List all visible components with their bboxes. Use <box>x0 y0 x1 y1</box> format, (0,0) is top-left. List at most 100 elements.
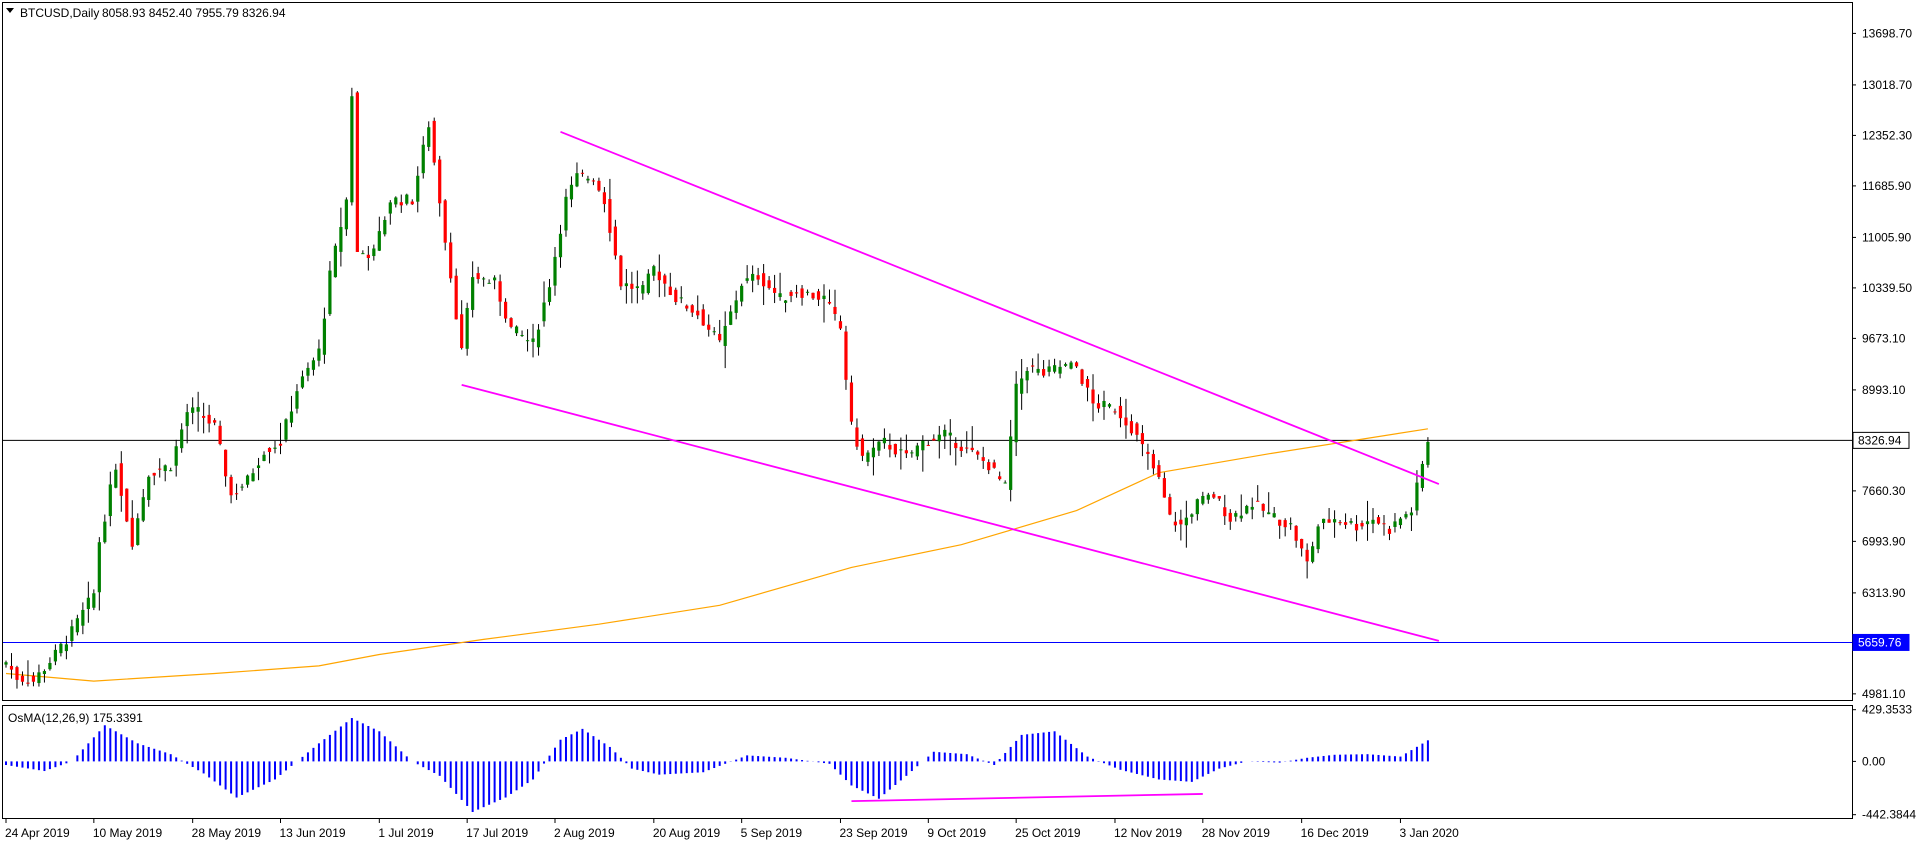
candle-body <box>1311 546 1315 562</box>
candle-body <box>487 282 491 284</box>
candle-body <box>1332 519 1337 523</box>
osma-tick-label: 429.3533 <box>1862 703 1912 717</box>
candle-body <box>932 438 936 441</box>
candle-body <box>1025 370 1029 381</box>
candle-body <box>9 665 14 670</box>
candle-body <box>910 452 914 454</box>
candlestick-series <box>4 87 1430 689</box>
candle-body <box>1020 378 1024 394</box>
x-tick-label: 20 Aug 2019 <box>653 826 721 840</box>
candle-body <box>234 493 239 495</box>
candle-body <box>207 414 211 424</box>
candle-body <box>1014 383 1018 443</box>
trendlines[interactable] <box>461 130 1440 642</box>
candle-body <box>394 197 398 205</box>
x-tick-label: 25 Oct 2019 <box>1015 826 1081 840</box>
candle-body <box>1278 519 1282 526</box>
support-price-tag-label: 5659.76 <box>1858 635 1902 649</box>
candle-body <box>180 429 184 449</box>
candle-body <box>119 463 123 496</box>
y-tick-label: 11005.90 <box>1862 230 1911 244</box>
time-axis: 24 Apr 2019 10 May 2019 28 May 2019 13 Jun … <box>5 818 1459 840</box>
candle-body <box>707 324 711 330</box>
candle-body <box>1409 512 1414 516</box>
candle-body <box>471 277 475 310</box>
x-tick-label: 16 Dec 2019 <box>1301 826 1369 840</box>
candle-body <box>816 291 821 300</box>
candle-body <box>169 470 173 472</box>
candle-body <box>657 271 661 281</box>
candle-body <box>685 305 689 309</box>
candle-body <box>877 441 881 451</box>
candle-body <box>844 331 848 380</box>
y-tick-label: 11685.90 <box>1862 179 1911 193</box>
candle-body <box>1085 379 1090 388</box>
candle-body <box>635 286 639 289</box>
divergence-line <box>851 793 1203 803</box>
candle-body <box>663 275 667 284</box>
candle-body <box>1063 364 1068 366</box>
candle-body <box>306 367 310 376</box>
candle-body <box>1157 465 1161 477</box>
candle-body <box>580 172 585 174</box>
x-tick-label: 17 Jul 2019 <box>466 826 528 840</box>
candle-body <box>1036 368 1040 373</box>
candle-body <box>152 472 156 476</box>
candle-body <box>1404 514 1408 518</box>
candle-body <box>1223 507 1227 517</box>
candle-body <box>1338 522 1342 524</box>
candle-body <box>827 301 832 304</box>
x-tick-label: 28 May 2019 <box>192 826 262 840</box>
candle-body <box>959 446 963 451</box>
candle-body <box>125 488 129 522</box>
candle-body <box>1250 506 1254 510</box>
y-tick-label: 10339.50 <box>1862 281 1912 295</box>
candle-body <box>245 475 250 485</box>
candle-body <box>1195 499 1199 515</box>
candle-body <box>509 318 513 327</box>
candle-body <box>240 486 244 488</box>
candle-body <box>915 445 919 457</box>
x-tick-label: 1 Jul 2019 <box>378 826 434 840</box>
candle-body <box>767 280 771 289</box>
candle-body <box>1354 523 1359 531</box>
candle-body <box>31 675 36 682</box>
candle-body <box>1113 411 1117 413</box>
candle-body <box>1261 503 1265 511</box>
y-tick-label: 7660.30 <box>1862 484 1906 498</box>
candle-body <box>542 302 546 322</box>
candle-body <box>333 245 337 278</box>
candle-body <box>251 473 255 482</box>
candle-body <box>405 194 409 204</box>
candle-body <box>218 425 222 445</box>
candle-body <box>1173 521 1177 526</box>
candle-body <box>970 447 974 451</box>
candle-body <box>838 321 843 329</box>
candle-body <box>15 667 19 680</box>
candle-body <box>976 451 980 455</box>
x-tick-label: 5 Sep 2019 <box>741 826 803 840</box>
candle-body <box>438 159 442 204</box>
candle-body <box>108 484 112 517</box>
symbol-label: BTCUSD,Daily <box>20 6 99 20</box>
candle-body <box>75 618 79 633</box>
candle-body <box>602 192 607 205</box>
osma-tick-label: 0.00 <box>1862 754 1886 768</box>
candle-body <box>267 447 272 452</box>
price-axis: 13698.70 13018.70 12352.30 11685.90 11005.90… <box>1852 26 1912 701</box>
candle-body <box>948 432 952 436</box>
symbol-dropdown-icon[interactable] <box>6 8 14 13</box>
candle-body <box>773 287 777 293</box>
candle-body <box>1190 514 1194 517</box>
candle-body <box>64 644 68 652</box>
candle-body <box>355 92 359 252</box>
candle-body <box>1168 497 1172 515</box>
x-tick-label: 24 Apr 2019 <box>5 826 70 840</box>
candle-body <box>344 199 348 230</box>
candle-body <box>833 306 837 315</box>
candle-body <box>525 340 530 342</box>
candle-body <box>262 454 266 461</box>
candle-body <box>92 593 96 608</box>
lower-trendline <box>461 383 1440 642</box>
